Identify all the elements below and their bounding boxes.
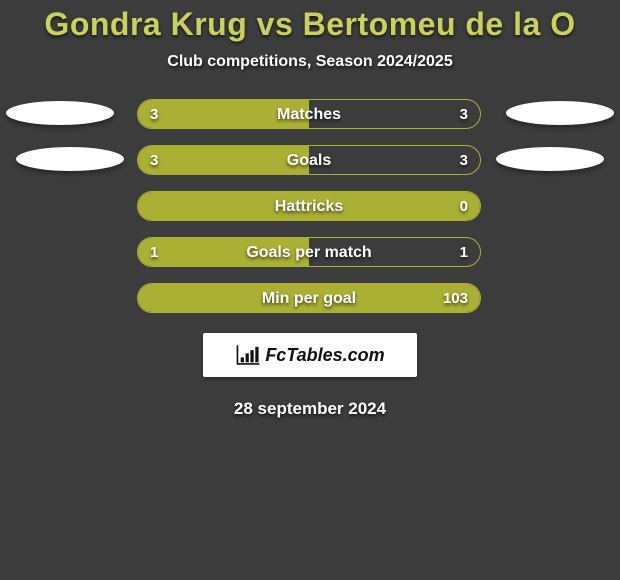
stat-bar-fill: [138, 238, 309, 266]
stat-bar-fill: [138, 146, 309, 174]
stat-row: Goals per match11: [0, 237, 620, 267]
comparison-title: Gondra Krug vs Bertomeu de la O: [0, 6, 620, 43]
stat-bar-fill: [138, 192, 480, 220]
stat-bar: Goals per match11: [137, 237, 481, 267]
stat-bar: Hattricks0: [137, 191, 481, 221]
stat-row: Min per goal103: [0, 283, 620, 313]
brand-badge[interactable]: FcTables.com: [203, 333, 417, 377]
stat-bar-fill: [138, 284, 480, 312]
stat-row: Goals33: [0, 145, 620, 175]
player-right-marker: [496, 147, 604, 171]
stat-bar: Matches33: [137, 99, 481, 129]
player-right-marker: [506, 101, 614, 125]
stat-row: Matches33: [0, 99, 620, 129]
player-left-marker: [16, 147, 124, 171]
brand-text: FcTables.com: [265, 345, 384, 366]
stat-value-right: 3: [460, 100, 468, 129]
stat-bar: Min per goal103: [137, 283, 481, 313]
stat-bar: Goals33: [137, 145, 481, 175]
chart-icon: [235, 343, 261, 367]
footer-date: 28 september 2024: [0, 399, 620, 419]
player-left-marker: [6, 101, 114, 125]
comparison-subtitle: Club competitions, Season 2024/2025: [0, 53, 620, 71]
stat-row: Hattricks0: [0, 191, 620, 221]
stats-container: Matches33 Goals33 Hattricks0 Goals per matc…: [0, 99, 620, 313]
stat-bar-fill: [138, 100, 309, 128]
stat-value-right: 3: [460, 146, 468, 175]
stat-value-right: 1: [460, 238, 468, 267]
